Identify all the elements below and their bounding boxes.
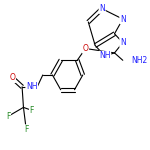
Text: NH2: NH2 — [131, 56, 147, 65]
Text: F: F — [24, 125, 28, 134]
Text: O: O — [9, 74, 15, 82]
Text: N: N — [120, 38, 126, 47]
Text: NH: NH — [26, 82, 38, 91]
Text: NH: NH — [99, 51, 111, 60]
Text: N: N — [99, 4, 105, 13]
Text: O: O — [83, 44, 88, 53]
Text: F: F — [6, 112, 10, 121]
Text: F: F — [30, 106, 34, 115]
Text: N: N — [120, 15, 126, 24]
